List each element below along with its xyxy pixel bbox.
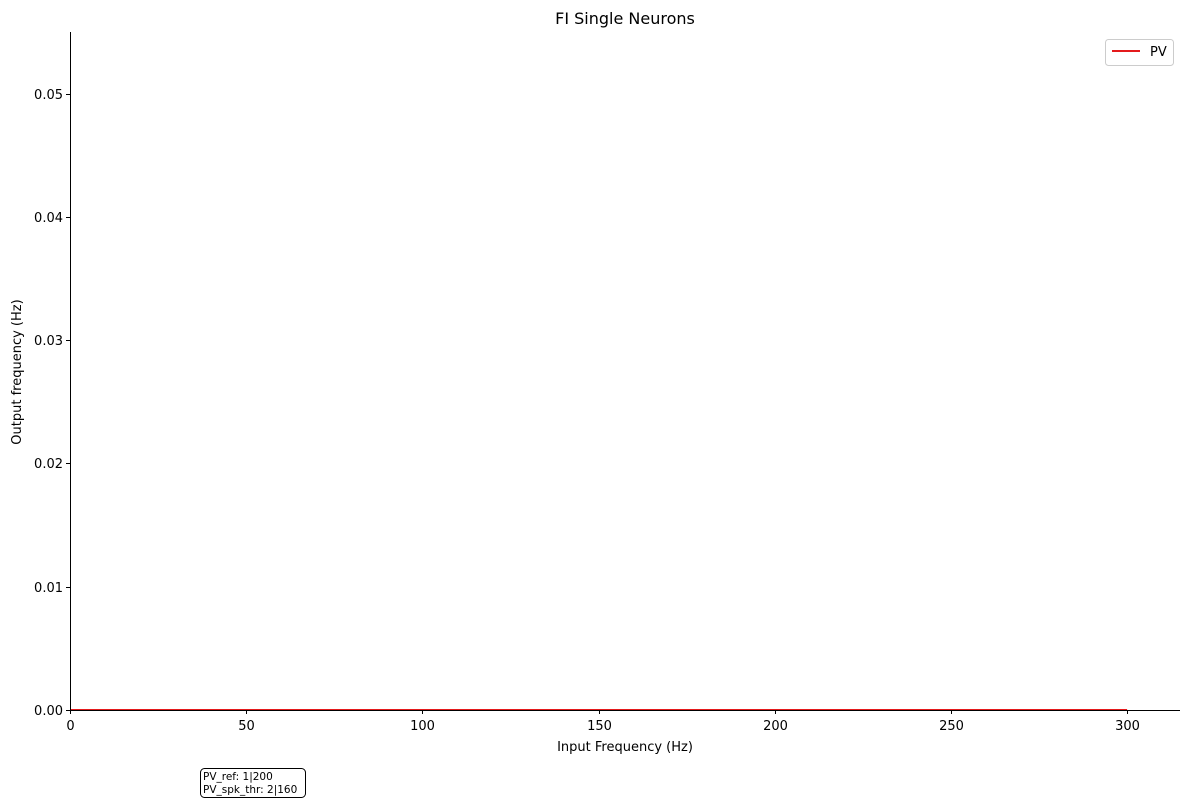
x-tick-label: 300 bbox=[1115, 719, 1140, 734]
x-tick-label: 100 bbox=[410, 719, 435, 734]
legend: PV bbox=[1105, 39, 1174, 66]
annotation-box bbox=[200, 768, 306, 798]
y-tick-label: 0.02 bbox=[34, 457, 63, 472]
y-axis-label: Output frequency (Hz) bbox=[10, 299, 25, 444]
legend-frame bbox=[1105, 39, 1174, 66]
y-tick-label: 0.03 bbox=[34, 334, 63, 349]
parameter-annotation: PV_ref: 1|200 PV_spk_thr: 2|160 bbox=[200, 768, 306, 798]
x-tick-label: 150 bbox=[587, 719, 612, 734]
x-tick-label: 200 bbox=[763, 719, 788, 734]
x-axis-label: Input Frequency (Hz) bbox=[557, 740, 693, 755]
y-tick-label: 0.04 bbox=[34, 211, 63, 226]
y-tick-label: 0.00 bbox=[34, 704, 63, 719]
y-tick-label: 0.05 bbox=[34, 88, 63, 103]
x-tick-label: 0 bbox=[66, 719, 74, 734]
chart-title: FI Single Neurons bbox=[555, 9, 695, 28]
y-tick-label: 0.01 bbox=[34, 581, 63, 596]
annotation-line-1: PV_ref: 1|200 bbox=[203, 771, 273, 783]
y-ticks: 0.00 0.01 0.02 0.03 0.04 0.05 bbox=[34, 88, 70, 719]
x-tick-label: 50 bbox=[238, 719, 255, 734]
x-tick-label: 250 bbox=[939, 719, 964, 734]
legend-label-pv: PV bbox=[1150, 45, 1167, 60]
annotation-line-2: PV_spk_thr: 2|160 bbox=[203, 784, 297, 796]
